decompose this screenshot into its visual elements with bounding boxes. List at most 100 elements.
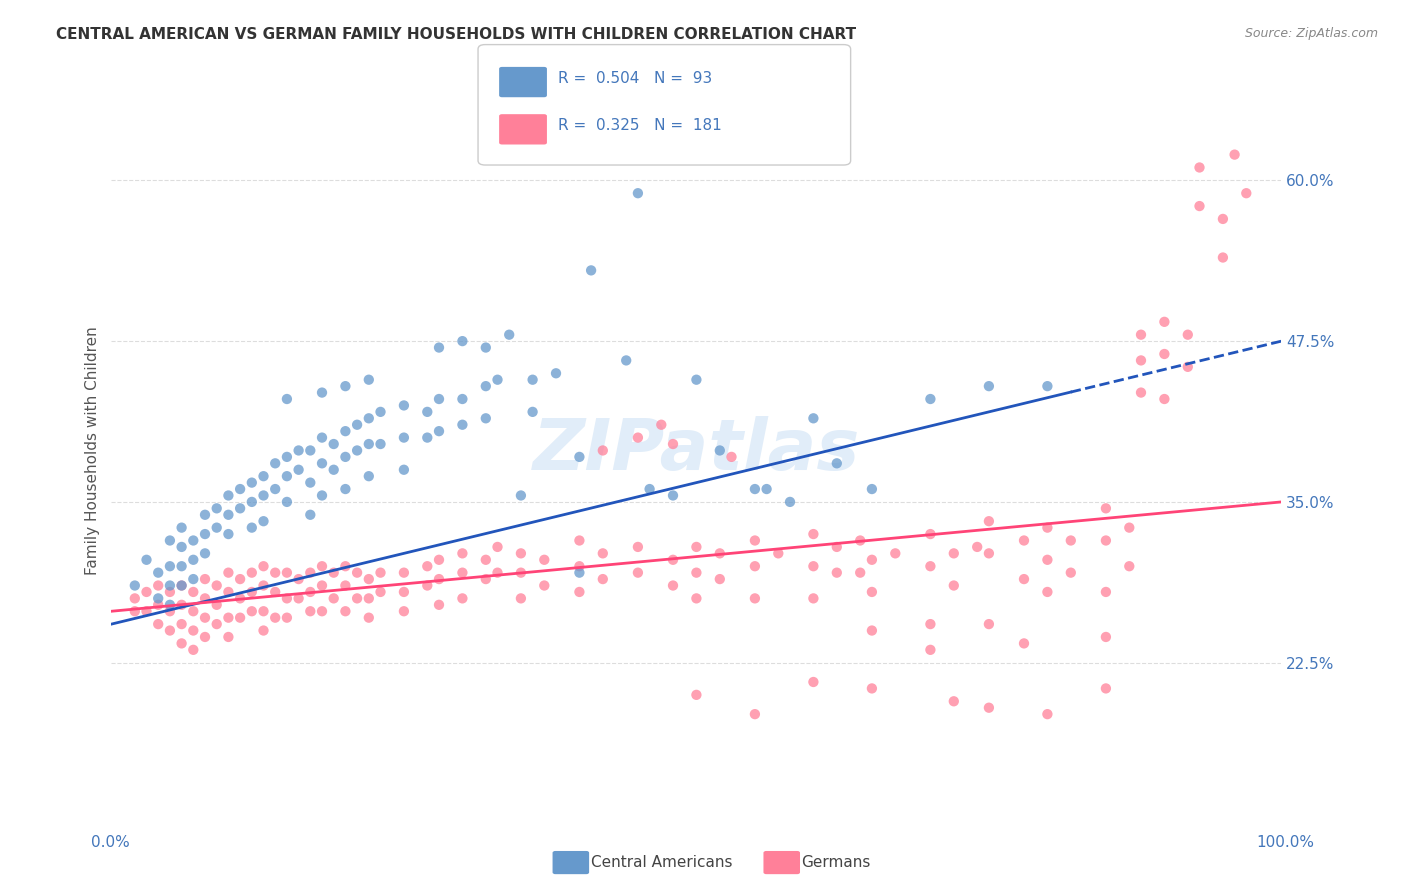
Point [592, 546, 614, 560]
Point [475, 572, 498, 586]
Point [1153, 392, 1175, 406]
Point [299, 508, 322, 522]
Point [335, 379, 357, 393]
Point [124, 604, 146, 618]
Point [509, 546, 531, 560]
Point [755, 482, 778, 496]
Point [1118, 521, 1140, 535]
Point [709, 572, 731, 586]
Text: CENTRAL AMERICAN VS GERMAN FAMILY HOUSEHOLDS WITH CHILDREN CORRELATION CHART: CENTRAL AMERICAN VS GERMAN FAMILY HOUSEH… [56, 27, 856, 42]
Text: R =  0.325   N =  181: R = 0.325 N = 181 [558, 119, 721, 133]
Point [1177, 327, 1199, 342]
Point [568, 533, 591, 548]
Point [370, 437, 392, 451]
Point [217, 610, 239, 624]
Point [533, 553, 555, 567]
Point [335, 559, 357, 574]
Point [392, 566, 415, 580]
Point [170, 521, 193, 535]
Point [392, 604, 415, 618]
Point [744, 559, 766, 574]
Point [475, 379, 498, 393]
Point [181, 585, 204, 599]
Point [1036, 553, 1059, 567]
Point [1212, 251, 1234, 265]
Point [335, 482, 357, 496]
Point [685, 540, 707, 554]
Point [240, 495, 263, 509]
Point [170, 540, 193, 554]
Point [240, 604, 263, 618]
Point [170, 578, 193, 592]
Point [920, 643, 942, 657]
Point [194, 527, 217, 541]
Point [627, 186, 650, 201]
Point [159, 533, 181, 548]
Point [335, 578, 357, 592]
Point [135, 604, 157, 618]
Point [170, 598, 193, 612]
Point [159, 585, 181, 599]
Point [451, 591, 474, 606]
Point [1234, 186, 1257, 201]
Point [357, 437, 380, 451]
Point [264, 585, 287, 599]
Point [181, 572, 204, 586]
Point [942, 694, 965, 708]
Point [662, 578, 685, 592]
Point [299, 604, 322, 618]
Point [252, 514, 274, 528]
Point [1060, 566, 1083, 580]
Point [451, 334, 474, 348]
Point [217, 566, 239, 580]
Point [1188, 199, 1211, 213]
Point [229, 482, 252, 496]
Point [1012, 533, 1035, 548]
Point [240, 566, 263, 580]
Point [1188, 161, 1211, 175]
Point [264, 610, 287, 624]
Point [768, 546, 790, 560]
Point [217, 585, 239, 599]
Point [148, 598, 170, 612]
Point [205, 501, 228, 516]
Point [181, 604, 204, 618]
Y-axis label: Family Households with Children: Family Households with Children [86, 326, 100, 574]
Point [148, 566, 170, 580]
Text: Source: ZipAtlas.com: Source: ZipAtlas.com [1244, 27, 1378, 40]
Point [977, 546, 1000, 560]
Point [709, 546, 731, 560]
Point [322, 566, 344, 580]
Point [920, 559, 942, 574]
Point [977, 514, 1000, 528]
Point [533, 578, 555, 592]
Point [252, 604, 274, 618]
Point [920, 392, 942, 406]
Point [217, 527, 239, 541]
Point [825, 566, 848, 580]
Point [357, 469, 380, 483]
Point [181, 643, 204, 657]
Point [451, 392, 474, 406]
Point [240, 475, 263, 490]
Point [884, 546, 907, 560]
Point [299, 585, 322, 599]
Point [860, 553, 883, 567]
Point [346, 591, 368, 606]
Point [194, 591, 217, 606]
Point [1130, 385, 1153, 400]
Point [427, 572, 450, 586]
Point [311, 604, 333, 618]
Point [1130, 327, 1153, 342]
Point [217, 508, 239, 522]
Point [264, 456, 287, 470]
Point [299, 443, 322, 458]
Point [720, 450, 742, 464]
Point [322, 463, 344, 477]
Text: Germans: Germans [801, 855, 870, 870]
Point [779, 495, 801, 509]
Point [614, 353, 637, 368]
Point [685, 591, 707, 606]
Point [803, 675, 825, 690]
Point [803, 559, 825, 574]
